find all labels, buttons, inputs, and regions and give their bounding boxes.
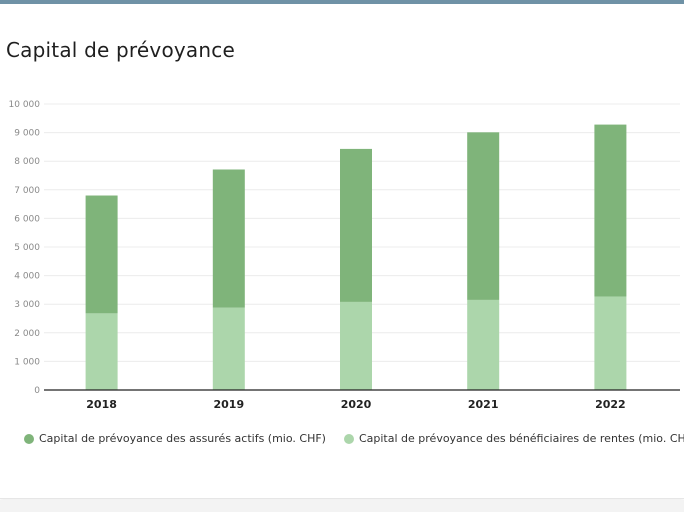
y-tick-label: 7 000	[14, 186, 40, 196]
y-tick-label: 4 000	[14, 272, 40, 282]
y-tick-label: 1 000	[14, 357, 40, 367]
y-tick-label: 6 000	[14, 214, 40, 224]
bar-segment-pensioners	[594, 296, 627, 390]
y-tick-label: 3 000	[14, 300, 40, 310]
x-tick-label: 2021	[468, 398, 499, 411]
legend-item-pensioners[interactable]: Capital de prévoyance des bénéficiaires …	[343, 432, 684, 445]
y-tick-label: 2 000	[14, 329, 40, 339]
bar-segment-active	[85, 195, 118, 314]
chart-title: Capital de prévoyance	[6, 38, 235, 62]
x-tick-label: 2018	[86, 398, 117, 411]
bar-segment-active	[594, 124, 627, 297]
x-tick-label: 2022	[595, 398, 626, 411]
x-tick-label: 2019	[213, 398, 244, 411]
legend-item-active[interactable]: Capital de prévoyance des assurés actifs…	[24, 432, 326, 445]
bar-segment-active	[340, 148, 372, 302]
chart-legend: Capital de prévoyance des assurés actifs…	[24, 432, 684, 445]
legend-swatch-pensioners	[343, 433, 354, 444]
legend-swatch-active	[24, 433, 34, 444]
y-tick-label: 8 000	[14, 157, 40, 167]
legend-label-active: Capital de prévoyance des assurés actifs…	[39, 432, 326, 445]
bar-segment-pensioners	[85, 313, 118, 390]
top-accent-rule	[0, 0, 684, 4]
bar-segment-active	[467, 132, 500, 300]
bar-segment-active	[212, 169, 245, 308]
y-tick-label: 9 000	[14, 129, 40, 139]
bar-segment-pensioners	[467, 299, 500, 390]
y-tick-label: 0	[34, 386, 40, 396]
bar-segment-pensioners	[340, 301, 372, 390]
legend-label-pensioners: Capital de prévoyance des bénéficiaires …	[358, 432, 684, 445]
y-tick-label: 10 000	[9, 100, 41, 110]
x-tick-label: 2020	[341, 398, 372, 411]
y-tick-label: 5 000	[14, 243, 40, 253]
stacked-bar-chart: 0 1 000 2 000 3 000 4 000 5 000 6 000 7 000 8 00…	[9, 100, 680, 411]
bar-segment-pensioners	[212, 307, 245, 390]
footer-bar	[0, 500, 684, 512]
